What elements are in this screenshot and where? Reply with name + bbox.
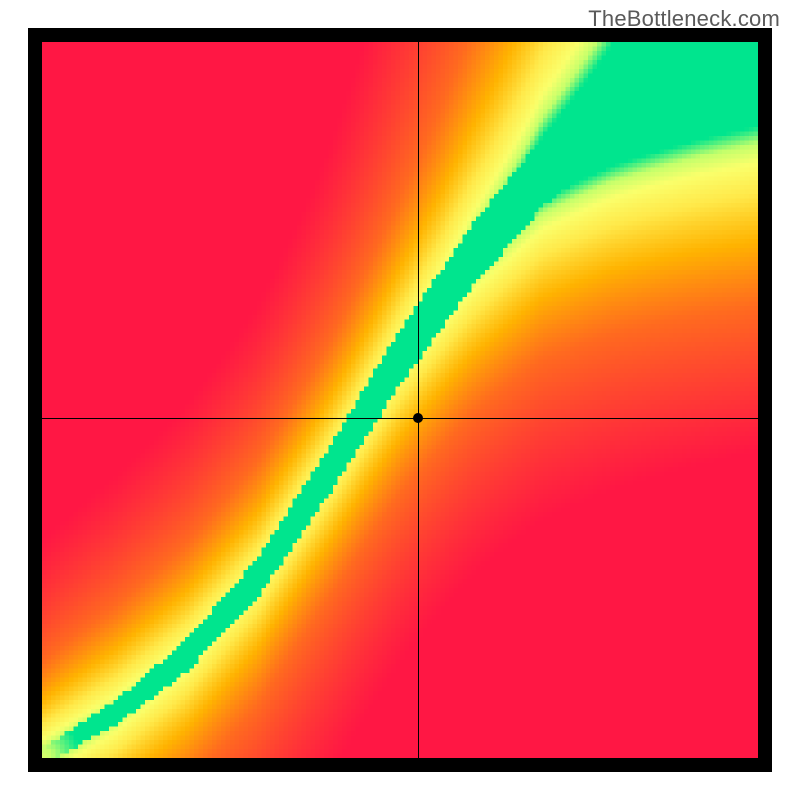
watermark: TheBottleneck.com [588,6,780,32]
heatmap-canvas [42,42,758,758]
heatmap-plot [42,42,758,758]
chart-frame [28,28,772,772]
